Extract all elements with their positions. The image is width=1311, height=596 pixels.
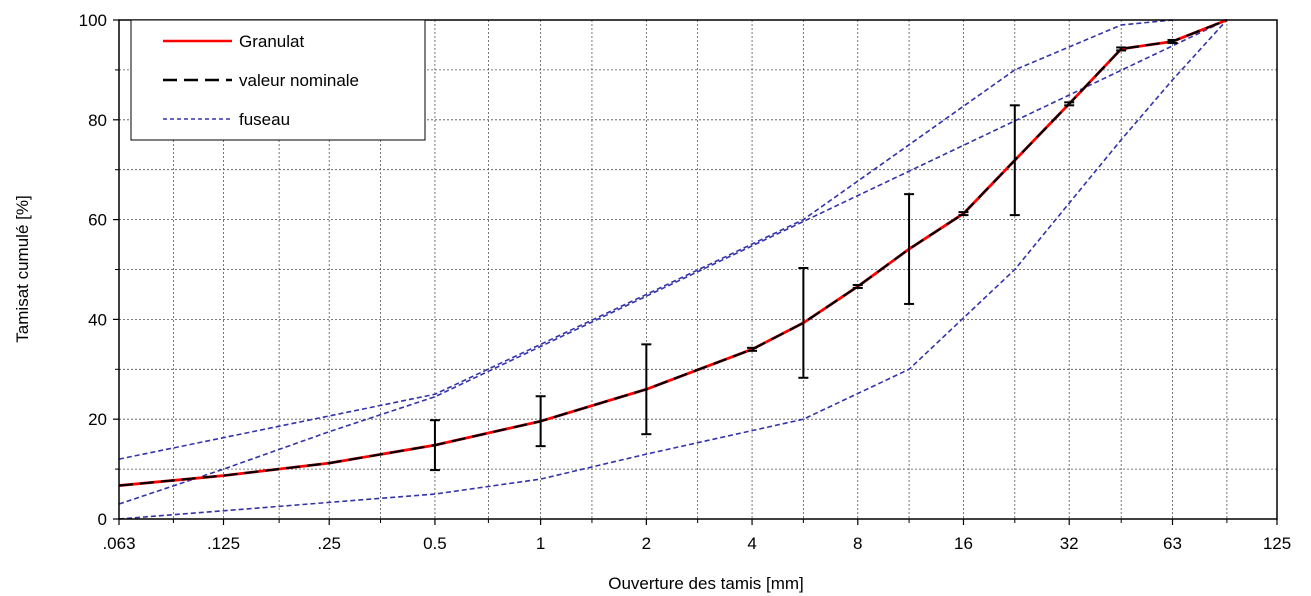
error-bar bbox=[1167, 38, 1178, 44]
x-tick-label: 0.5 bbox=[423, 534, 447, 553]
y-tick-label: 60 bbox=[88, 211, 107, 230]
series-line-fuseau bbox=[118, 19, 1228, 520]
series-line-fuseau bbox=[118, 19, 1228, 505]
error-bar bbox=[747, 346, 758, 352]
error-bar bbox=[852, 283, 863, 289]
series-line-valeur-nominale bbox=[118, 18, 1228, 487]
x-tick-label: .25 bbox=[317, 534, 341, 553]
error-bar bbox=[958, 211, 969, 217]
x-tick-label: 1 bbox=[536, 534, 545, 553]
legend-label-fuseau: fuseau bbox=[239, 110, 290, 129]
y-tick-label: 100 bbox=[79, 11, 107, 30]
x-tick-label: 4 bbox=[747, 534, 756, 553]
error-bar bbox=[641, 343, 652, 436]
axes: 0 20 40 60 80 100 .063 .125 .25 0.5 1 2 4 8 16 32 63 125 bbox=[79, 11, 1292, 553]
error-bar bbox=[1116, 46, 1127, 52]
error-bar bbox=[535, 395, 546, 448]
error-bar bbox=[798, 267, 809, 379]
x-tick-label: 8 bbox=[853, 534, 862, 553]
y-tick-label: 80 bbox=[88, 111, 107, 130]
x-tick-label: 125 bbox=[1263, 534, 1291, 553]
x-tick-label: 63 bbox=[1163, 534, 1182, 553]
legend-label-granulat: Granulat bbox=[239, 32, 304, 51]
x-tick-label: .063 bbox=[102, 534, 135, 553]
x-tick-label: 16 bbox=[954, 534, 973, 553]
legend: Granulat valeur nominale fuseau bbox=[130, 19, 426, 141]
x-tick-label: 2 bbox=[642, 534, 651, 553]
x-tick-label: .125 bbox=[207, 534, 240, 553]
error-bar bbox=[904, 193, 915, 305]
y-tick-label: 0 bbox=[98, 510, 107, 529]
series-line-fuseau bbox=[118, 19, 1173, 460]
error-bar bbox=[1064, 101, 1075, 107]
error-bar bbox=[1009, 104, 1020, 217]
y-tick-label: 20 bbox=[88, 410, 107, 429]
legend-label-valeur-nominale: valeur nominale bbox=[239, 71, 359, 90]
y-tick-label: 40 bbox=[88, 310, 107, 329]
series-lines bbox=[118, 18, 1228, 520]
error-bar bbox=[429, 419, 440, 472]
y-axis-title: Tamisat cumulé [%] bbox=[13, 195, 32, 342]
x-axis-title: Ouverture des tamis [mm] bbox=[608, 574, 804, 593]
error-bars bbox=[429, 38, 1178, 472]
x-tick-label: 32 bbox=[1060, 534, 1079, 553]
